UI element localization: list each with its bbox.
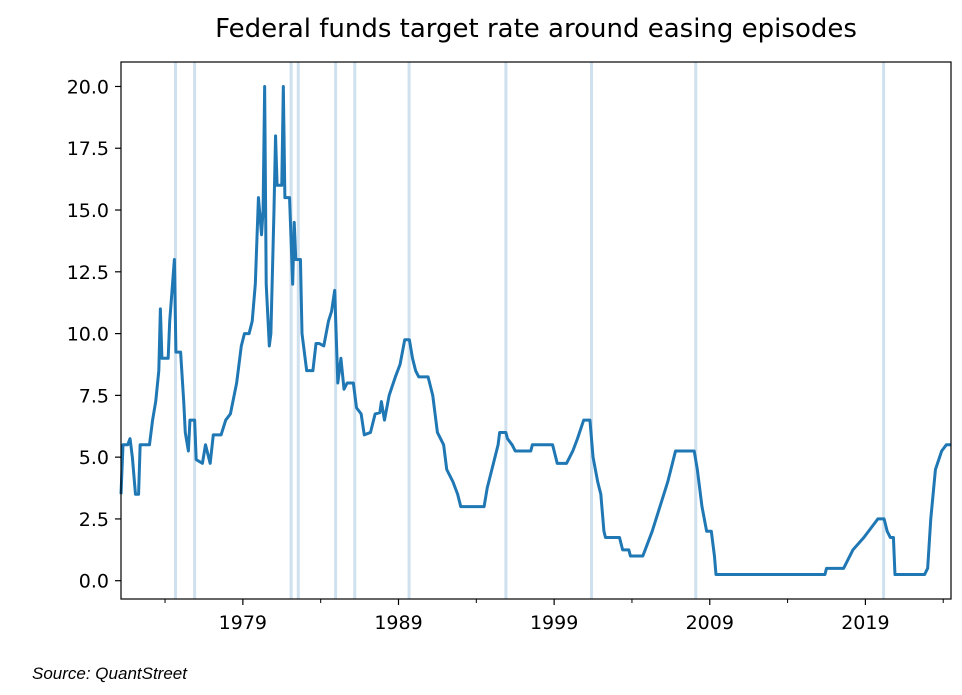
y-tick-label: 2.5 <box>79 509 109 531</box>
source-note: Source: QuantStreet <box>32 664 188 683</box>
x-tick-label: 2019 <box>841 612 889 634</box>
y-tick-label: 5.0 <box>79 447 109 469</box>
x-tick-label: 1999 <box>530 612 578 634</box>
y-tick-label: 12.5 <box>67 262 109 284</box>
y-tick-label: 0.0 <box>79 571 109 593</box>
y-tick-label: 10.0 <box>67 324 109 346</box>
plot-frame <box>120 61 952 600</box>
x-tick-label: 1989 <box>374 612 422 634</box>
x-tick-label: 2009 <box>686 612 734 634</box>
x-tick-label: 1979 <box>219 612 267 634</box>
y-tick-label: 15.0 <box>67 200 109 222</box>
y-tick-label: 20.0 <box>67 76 109 98</box>
y-tick-label: 7.5 <box>79 385 109 407</box>
chart-title: Federal funds target rate around easing … <box>215 14 857 44</box>
rate-line <box>119 84 951 577</box>
y-tick-label: 17.5 <box>67 138 109 160</box>
